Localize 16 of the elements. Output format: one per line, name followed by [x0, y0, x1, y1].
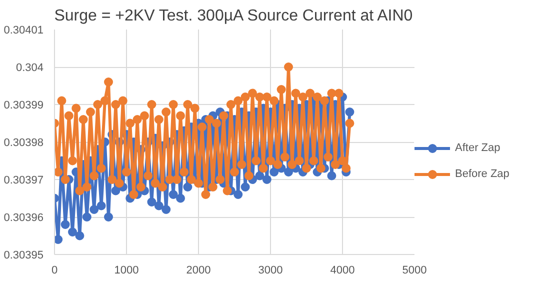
legend-label: Before Zap [455, 168, 510, 180]
y-tick-label: 0.30399 [4, 100, 44, 112]
x-tick-label: 4000 [330, 264, 355, 276]
y-tick-label: 0.304 [16, 62, 44, 74]
y-tick-label: 0.30398 [4, 137, 44, 149]
y-tick-label: 0.30397 [4, 174, 44, 186]
legend-label: After Zap [455, 142, 500, 154]
x-tick-label: 3000 [258, 264, 283, 276]
y-tick-label: 0.30395 [4, 250, 44, 262]
chart-title: Surge = +2KV Test. 300µA Source Current at AIN0 [54, 8, 413, 24]
x-tick-label: 0 [51, 264, 58, 276]
y-tick-label: 0.30396 [4, 212, 44, 224]
x-tick-label: 1000 [114, 264, 139, 276]
x-tick-label: 5000 [402, 264, 427, 276]
x-tick-label: 2000 [186, 264, 211, 276]
y-tick-label: 0.30401 [4, 24, 44, 36]
